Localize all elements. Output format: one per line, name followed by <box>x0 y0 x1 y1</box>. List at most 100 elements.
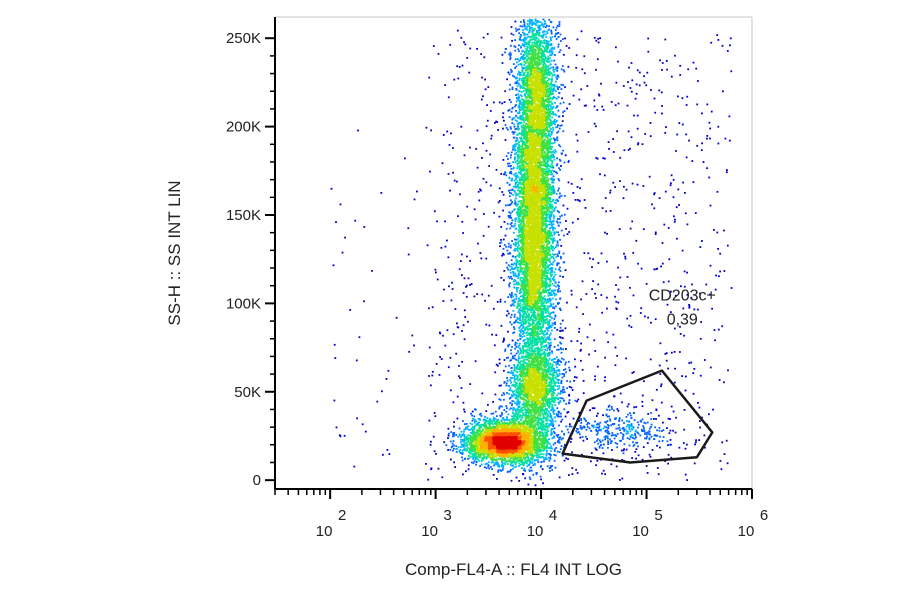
event-dot <box>576 472 579 474</box>
event-dot <box>593 99 596 102</box>
event-dot <box>649 135 652 137</box>
event-dot <box>578 419 580 422</box>
event-dot <box>552 90 554 92</box>
event-dot <box>535 472 538 474</box>
event-dot <box>552 181 555 184</box>
event-dot <box>627 130 630 133</box>
event-dot <box>519 265 522 268</box>
event-dot <box>517 215 520 218</box>
event-dot <box>460 434 463 437</box>
event-dot <box>556 139 559 142</box>
event-dot <box>625 425 628 428</box>
event-dot <box>581 426 584 429</box>
event-dot <box>519 73 522 76</box>
event-dot <box>543 353 545 355</box>
event-dot <box>646 421 649 424</box>
event-dot <box>525 37 528 40</box>
event-dot <box>622 197 625 200</box>
event-dot <box>521 277 523 279</box>
event-dot <box>534 36 537 39</box>
event-dot <box>563 161 566 164</box>
event-dot <box>549 470 551 472</box>
event-dot <box>593 441 596 444</box>
event-dot <box>533 34 536 37</box>
event-dot <box>554 232 556 235</box>
event-dot <box>514 179 516 182</box>
event-dot <box>507 296 510 298</box>
event-dot <box>528 40 530 43</box>
event-dot <box>521 108 523 111</box>
event-dot <box>548 134 550 137</box>
event-dot <box>550 121 553 123</box>
event-dot <box>563 261 566 263</box>
event-dot <box>560 382 563 385</box>
event-dot <box>519 74 521 77</box>
event-dot <box>613 409 615 412</box>
event-dot <box>533 22 536 25</box>
event-dot <box>626 437 629 440</box>
event-dot <box>548 144 551 147</box>
event-dot <box>550 312 553 314</box>
event-dot <box>520 171 522 174</box>
event-dot <box>498 407 501 410</box>
event-dot <box>614 186 616 188</box>
event-dot <box>473 453 476 455</box>
event-dot <box>644 422 647 425</box>
event-dot <box>569 423 571 426</box>
event-dot <box>546 440 549 443</box>
event-dot <box>624 428 627 431</box>
event-dot <box>522 98 524 101</box>
event-dot <box>549 316 552 318</box>
event-dot <box>682 181 684 184</box>
event-dot <box>718 275 720 278</box>
event-dot <box>598 429 600 431</box>
event-dot <box>515 172 517 175</box>
event-dot <box>515 476 518 479</box>
event-dot <box>528 30 531 33</box>
event-dot <box>548 220 551 223</box>
event-dot <box>536 20 539 22</box>
event-dot <box>493 419 496 422</box>
event-dot <box>515 281 518 284</box>
event-dot <box>552 407 555 410</box>
event-dot <box>552 121 555 123</box>
event-dot <box>514 462 517 464</box>
event-dot <box>507 71 510 74</box>
event-dot <box>516 374 518 377</box>
event-dot <box>357 129 359 132</box>
event-dot <box>646 71 649 74</box>
event-dot <box>548 387 551 390</box>
event-dot <box>517 105 520 108</box>
event-dot <box>534 459 537 461</box>
event-dot <box>509 371 512 374</box>
event-dot <box>516 267 519 270</box>
event-dot <box>545 431 548 434</box>
event-dot <box>443 441 446 444</box>
event-dot <box>434 415 437 418</box>
event-dot <box>521 69 524 72</box>
event-dot <box>517 97 519 100</box>
event-dot <box>637 423 640 426</box>
event-dot <box>534 314 536 317</box>
event-dot <box>542 310 545 312</box>
event-dot <box>553 209 556 212</box>
event-dot <box>527 342 530 345</box>
event-dot <box>523 60 526 63</box>
event-dot <box>522 90 525 92</box>
event-dot <box>517 283 519 286</box>
event-dot <box>572 417 575 420</box>
event-dot <box>513 413 516 416</box>
event-dot <box>532 38 534 41</box>
event-dot <box>461 453 464 455</box>
event-dot <box>514 419 517 422</box>
event-dot <box>473 418 475 421</box>
event-dot <box>653 97 656 100</box>
event-dot <box>481 293 484 296</box>
event-dot <box>519 38 521 40</box>
event-dot <box>447 427 450 430</box>
event-dot <box>518 326 521 328</box>
event-dot <box>513 368 516 371</box>
event-dot <box>553 346 556 348</box>
event-dot <box>550 365 552 368</box>
event-dot <box>528 51 530 54</box>
